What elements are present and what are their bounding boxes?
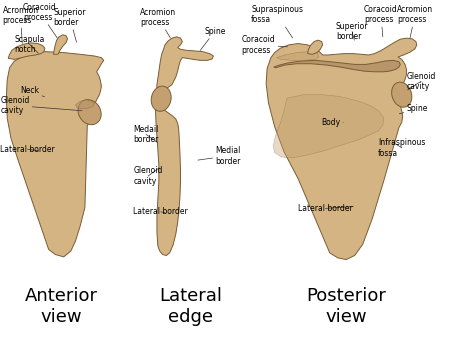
Text: Lateral border: Lateral border <box>0 145 55 154</box>
Ellipse shape <box>78 100 101 125</box>
Text: Supraspinous
fossa: Supraspinous fossa <box>251 5 303 38</box>
Text: Spine: Spine <box>200 27 226 50</box>
Text: Acromion
process: Acromion process <box>2 6 39 44</box>
Text: Medial
border: Medial border <box>198 146 241 166</box>
Polygon shape <box>8 43 45 59</box>
Text: Infraspinous
fossa: Infraspinous fossa <box>378 138 426 158</box>
Polygon shape <box>273 95 384 158</box>
Polygon shape <box>308 40 323 54</box>
Ellipse shape <box>392 82 412 107</box>
Polygon shape <box>54 35 67 54</box>
Text: Spine: Spine <box>399 104 428 114</box>
Text: Acromion
process: Acromion process <box>397 5 433 38</box>
Polygon shape <box>276 51 319 60</box>
Polygon shape <box>6 51 104 257</box>
Text: Body: Body <box>322 118 344 127</box>
Text: Lateral border: Lateral border <box>133 207 188 216</box>
Text: Lateral border: Lateral border <box>298 204 353 213</box>
Text: Superior
border: Superior border <box>336 22 368 41</box>
Polygon shape <box>266 38 417 260</box>
Text: Scapula
notch: Scapula notch <box>14 34 45 54</box>
Polygon shape <box>155 37 213 255</box>
Text: Coracoid
process: Coracoid process <box>364 5 398 37</box>
Text: Anterior
view: Anterior view <box>25 287 98 326</box>
Ellipse shape <box>151 86 171 111</box>
Text: Lateral
edge: Lateral edge <box>159 287 222 326</box>
Text: Glenoid
cavity: Glenoid cavity <box>407 72 436 91</box>
Text: Glenoid
cavity: Glenoid cavity <box>0 96 82 115</box>
Text: Coracoid
process: Coracoid process <box>23 2 57 38</box>
Polygon shape <box>273 60 401 72</box>
Text: Neck: Neck <box>20 86 45 97</box>
Text: Acromion
process: Acromion process <box>140 8 176 38</box>
Text: Coracoid
process: Coracoid process <box>242 35 287 55</box>
Text: Medail
border: Medail border <box>133 125 159 144</box>
Text: Glenoid
cavity: Glenoid cavity <box>133 166 163 186</box>
Text: Superior
border: Superior border <box>54 8 86 42</box>
Polygon shape <box>75 100 94 109</box>
Text: Posterior
view: Posterior view <box>306 287 386 326</box>
